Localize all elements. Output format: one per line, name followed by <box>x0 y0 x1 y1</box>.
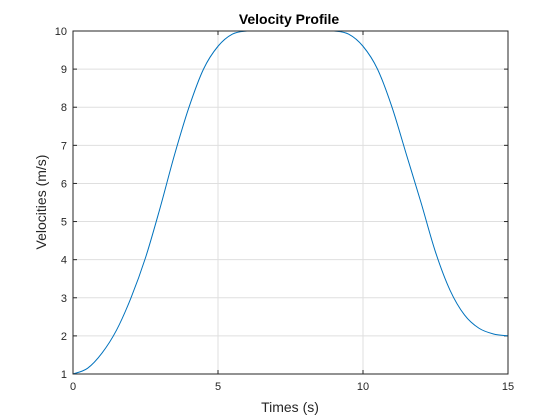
y-tick-label: 3 <box>61 293 67 305</box>
y-tick-label: 9 <box>61 64 67 76</box>
chart-title: Velocity Profile <box>239 11 340 27</box>
y-tick-label: 8 <box>61 102 67 114</box>
x-axis-title: Times (s) <box>261 399 319 415</box>
y-tick-label: 4 <box>61 255 67 267</box>
y-tick-label: 2 <box>61 331 67 343</box>
plot-area <box>72 30 509 375</box>
y-tick-label: 1 <box>61 369 67 381</box>
x-tick-label: 15 <box>502 381 514 393</box>
x-tick-label: 5 <box>215 381 221 393</box>
y-tick-label: 5 <box>61 217 67 229</box>
y-axis-title: Velocities (m/s) <box>33 155 49 250</box>
x-tick-label: 10 <box>357 381 369 393</box>
y-tick-label: 6 <box>61 178 67 190</box>
plot-frame <box>72 30 509 375</box>
y-tick-label: 7 <box>61 140 67 152</box>
y-tick-label: 10 <box>55 26 67 38</box>
x-tick-label: 0 <box>70 381 76 393</box>
